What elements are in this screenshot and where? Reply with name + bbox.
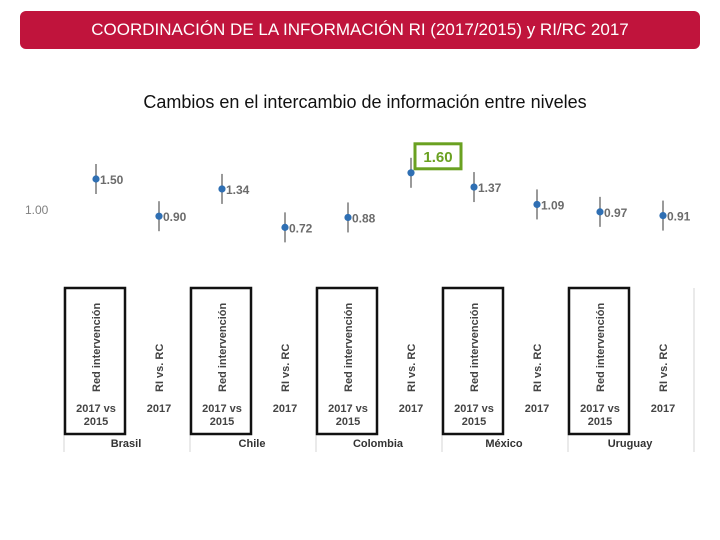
subgroup-label: Red intervención bbox=[343, 302, 355, 392]
data-point bbox=[470, 183, 478, 191]
data-point bbox=[92, 175, 100, 183]
data-point bbox=[281, 223, 289, 231]
data-label: 1.34 bbox=[226, 183, 250, 197]
data-point bbox=[155, 212, 163, 220]
reference-value-label: 1.00 bbox=[25, 203, 49, 217]
data-point bbox=[659, 211, 667, 220]
subgroup-label: Red intervención bbox=[469, 302, 481, 392]
data-label: 0.97 bbox=[604, 206, 628, 220]
highlight-box bbox=[413, 142, 463, 171]
subgroup-label: RI vs. RC bbox=[658, 344, 670, 392]
group-label: Brasil bbox=[111, 438, 142, 450]
period-label: 2015 bbox=[336, 416, 360, 428]
subgroup-label: Red intervención bbox=[217, 302, 229, 392]
data-label: 1.37 bbox=[478, 181, 502, 195]
subgroup-label: Red intervención bbox=[91, 302, 103, 392]
period-label: 2017 bbox=[399, 403, 423, 415]
subgroup-label: RI vs. RC bbox=[280, 344, 292, 392]
panel-highlight-box bbox=[189, 286, 253, 436]
data-label: 1.09 bbox=[541, 198, 565, 212]
panel-highlight-box bbox=[441, 286, 505, 436]
group-label: Colombia bbox=[353, 438, 404, 450]
period-label: 2017 vs bbox=[76, 403, 116, 415]
period-label: 2017 vs bbox=[580, 403, 620, 415]
period-label: 2017 bbox=[525, 403, 549, 415]
data-point bbox=[533, 200, 541, 209]
period-label: 2017 vs bbox=[328, 403, 368, 415]
panel-highlight-box bbox=[63, 286, 127, 436]
chart-subtitle: Cambios en el intercambio de información… bbox=[143, 92, 587, 112]
data-label: 1.50 bbox=[100, 173, 124, 187]
subgroup-label: Red intervención bbox=[595, 302, 607, 392]
data-point bbox=[596, 208, 604, 216]
panel-highlight-box bbox=[315, 286, 379, 436]
data-label-highlight: 1.60 bbox=[423, 149, 452, 166]
period-label: 2017 vs bbox=[202, 403, 242, 415]
period-label: 2017 bbox=[147, 403, 171, 415]
data-label: 0.90 bbox=[163, 210, 187, 224]
title-banner: COORDINACIÓN DE LA INFORMACIÓN RI (2017/… bbox=[20, 11, 700, 49]
period-label: 2017 bbox=[651, 403, 675, 415]
period-label: 2017 vs bbox=[454, 403, 494, 415]
subgroup-label: RI vs. RC bbox=[532, 344, 544, 392]
group-label: Chile bbox=[239, 438, 266, 450]
period-label: 2015 bbox=[462, 416, 486, 428]
data-label: 0.72 bbox=[289, 221, 313, 235]
data-label: 0.91 bbox=[667, 210, 691, 224]
subgroup-label: RI vs. RC bbox=[154, 344, 166, 392]
period-label: 2017 bbox=[273, 403, 297, 415]
data-point bbox=[218, 185, 226, 193]
page-title: COORDINACIÓN DE LA INFORMACIÓN RI (2017/… bbox=[91, 20, 629, 39]
panel-highlight-box bbox=[567, 286, 631, 436]
period-label: 2015 bbox=[84, 416, 108, 428]
data-point bbox=[407, 169, 415, 177]
group-label: México bbox=[485, 438, 523, 450]
data-label: 0.88 bbox=[352, 211, 376, 225]
period-label: 2015 bbox=[210, 416, 234, 428]
data-point bbox=[344, 213, 352, 222]
period-label: 2015 bbox=[588, 416, 612, 428]
group-label: Uruguay bbox=[608, 438, 654, 450]
subgroup-label: RI vs. RC bbox=[406, 344, 418, 392]
